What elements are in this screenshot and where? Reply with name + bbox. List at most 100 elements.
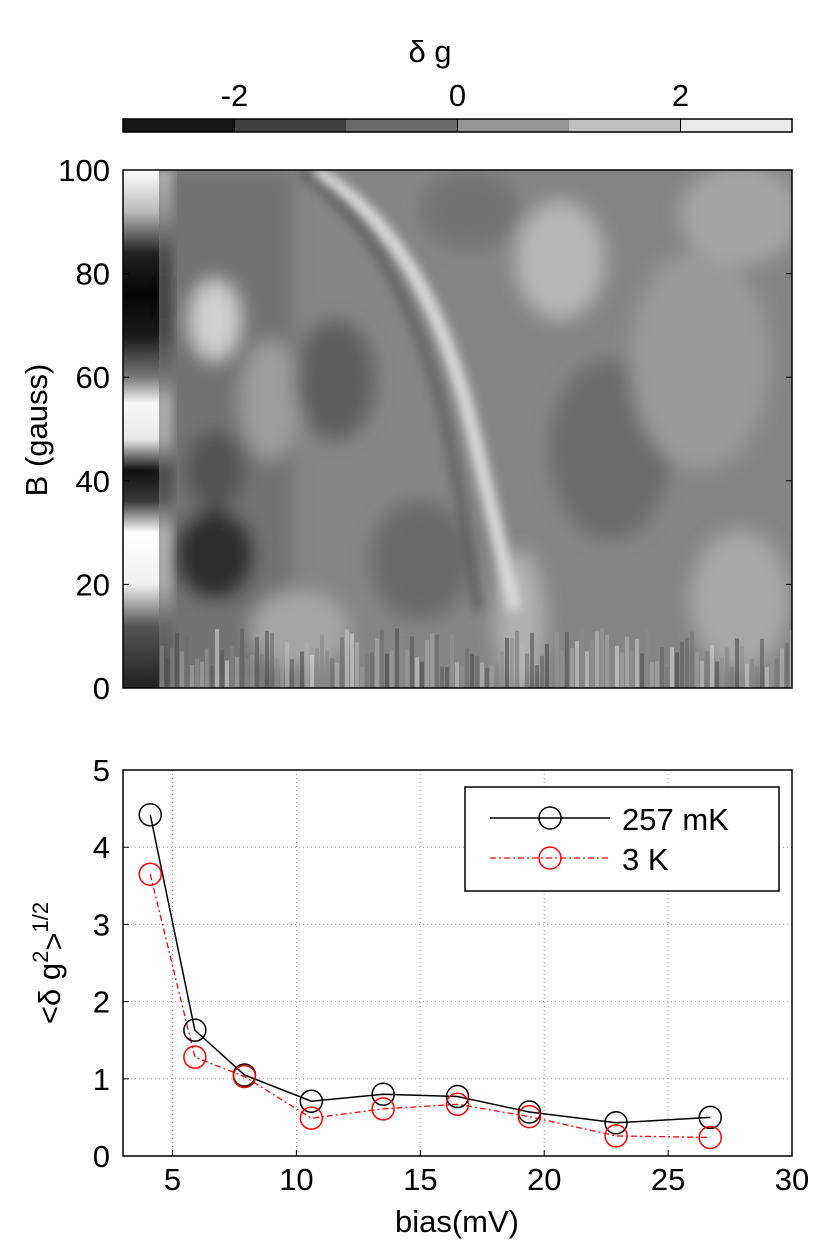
streak <box>750 659 754 688</box>
data-point <box>232 1064 257 1089</box>
x-tick-label: 20 <box>527 1162 561 1197</box>
low-bias-oscillation <box>123 170 159 688</box>
legend-3K-label: 3 K <box>622 842 669 877</box>
colorbar-cell <box>123 119 235 132</box>
streak <box>430 633 434 688</box>
streak <box>265 630 269 688</box>
line-frame <box>122 769 793 1157</box>
streak <box>525 653 529 688</box>
streak <box>445 667 449 688</box>
streak <box>620 652 624 688</box>
colorbar-ticks <box>234 119 681 132</box>
data-point <box>445 1084 470 1109</box>
streak <box>385 653 389 688</box>
streak <box>195 658 199 688</box>
streak <box>375 638 379 688</box>
series-3K-line <box>149 874 711 1139</box>
streak <box>435 634 439 688</box>
streak <box>535 665 539 688</box>
streak <box>705 651 709 688</box>
streak <box>345 629 349 688</box>
streak <box>745 663 749 688</box>
streak <box>220 650 224 688</box>
streak <box>260 653 264 688</box>
streak <box>490 664 494 688</box>
streak <box>475 656 479 688</box>
streak <box>480 662 484 688</box>
data-point <box>183 1018 207 1042</box>
streak <box>700 660 704 688</box>
streak <box>320 634 324 688</box>
streak <box>365 653 369 688</box>
streak <box>165 658 169 688</box>
legend-box <box>464 786 780 892</box>
streak <box>660 646 664 688</box>
streak <box>640 653 644 688</box>
streak <box>575 640 579 688</box>
streak <box>725 647 729 688</box>
x-tick-label: 30 <box>775 1162 809 1197</box>
streak <box>300 651 304 688</box>
y-tick-label: 0 <box>93 1139 110 1174</box>
streak <box>670 647 674 688</box>
data-point <box>517 1104 542 1129</box>
streak <box>425 640 429 688</box>
streak <box>465 648 469 688</box>
streak <box>675 652 679 688</box>
ylabel-square: 2 <box>28 951 53 963</box>
colorbar-cell <box>457 119 569 132</box>
streak <box>230 645 234 688</box>
colorbar-tick-label: 0 <box>449 78 466 113</box>
streak <box>515 630 519 688</box>
streak <box>405 649 409 688</box>
streak <box>560 651 564 688</box>
heatmap-y-tick-label: 0 <box>93 671 110 706</box>
data-point <box>517 1100 542 1124</box>
heatmap-y-axis-label: B (gauss) <box>19 364 54 497</box>
streak <box>605 634 609 688</box>
colorbar-tick-label: -2 <box>221 78 249 113</box>
streak <box>210 665 214 688</box>
data-point <box>371 1082 395 1106</box>
streak <box>255 637 259 688</box>
colorbar-scale <box>123 119 792 132</box>
streak <box>785 642 789 688</box>
legend-257mK-marker <box>538 806 562 830</box>
streak <box>775 658 779 688</box>
streak <box>305 642 309 688</box>
legend-3K-marker <box>538 846 562 870</box>
streak <box>335 662 339 688</box>
streak <box>485 667 489 688</box>
streak <box>290 659 294 688</box>
streak <box>175 632 179 688</box>
streak <box>695 652 699 688</box>
streak <box>455 662 459 688</box>
line-y-axis-label: <δ g2>1/2 <box>28 902 71 1024</box>
streak <box>595 631 599 688</box>
data-point <box>698 1125 722 1150</box>
heatmap-y-tick-label: 100 <box>58 153 110 188</box>
streak <box>350 633 354 688</box>
legend: 257 mK 3 K <box>464 786 780 892</box>
parabolic-ridge <box>311 170 522 612</box>
streak <box>280 651 284 688</box>
streak <box>590 639 594 688</box>
streak <box>520 642 524 688</box>
heatmap-image <box>123 170 792 688</box>
streak <box>295 664 299 688</box>
line-x-axis-label: bias(mV) <box>395 1204 519 1239</box>
streak <box>310 655 314 688</box>
streak <box>530 632 534 688</box>
streak <box>200 661 204 688</box>
ylabel-exponent: 1/2 <box>28 902 53 933</box>
streak <box>645 628 649 688</box>
heatmap-y-ticks: 0 20 40 60 80 100 <box>58 153 792 706</box>
heatmap-y-tick-label: 60 <box>76 360 110 395</box>
streak <box>665 667 669 688</box>
streak <box>240 628 244 688</box>
colorbar-cell <box>234 119 346 132</box>
series-257mK-points <box>138 803 722 1135</box>
streak <box>790 630 792 688</box>
x-tick-label: 15 <box>403 1162 437 1197</box>
